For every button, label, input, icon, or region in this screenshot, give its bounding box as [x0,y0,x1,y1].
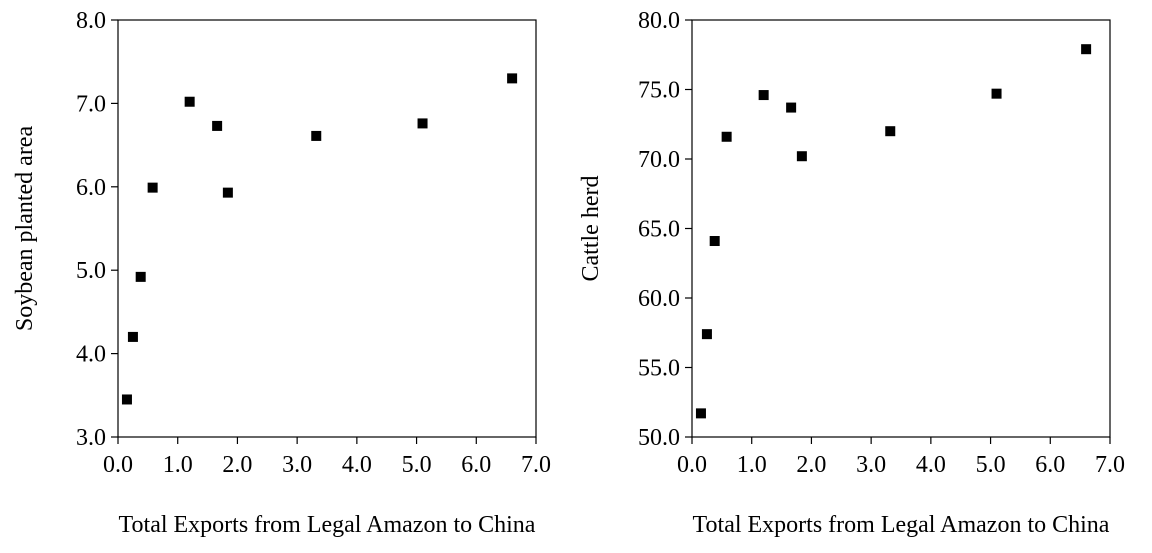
cattle-y-tick-label: 70.0 [638,147,680,173]
cattle-data-point-5 [758,90,769,101]
cattle-data-point-4 [721,131,732,142]
soybean-x-tick-label: 2.0 [222,452,252,478]
soybean-y-tick-label: 3.0 [76,425,106,451]
soybean-y-tick-label: 8.0 [76,8,106,34]
cattle-data-point-1 [695,408,706,419]
soybean-scatter-chart: 0.0 1.0 2.0 3.0 4.0 5.0 6.0 7.0 3.0 4.0 5.0 6.0 7.0 8… [12,8,551,538]
soybean-x-tick-label: 5.0 [402,452,432,478]
cattle-plot-frame [691,19,1111,438]
cattle-x-tick-label: 3.0 [856,452,886,478]
cattle-data-point-2 [701,329,712,340]
cattle-y-axis-label: Cattle herd [578,176,604,282]
soybean-x-tick-label: 6.0 [461,452,491,478]
cattle-x-tick-label: 4.0 [916,452,946,478]
cattle-y-tick-label: 55.0 [638,356,680,382]
soybean-x-tick-label: 0.0 [103,452,133,478]
soybean-data-point-8 [311,130,322,141]
soybean-data-point-1 [121,394,132,405]
cattle-x-axis-label: Total Exports from Legal Amazon to China [693,512,1110,538]
soybean-data-point-3 [135,271,146,282]
cattle-y-tick-label: 75.0 [638,78,680,104]
cattle-data-point-6 [786,102,797,113]
soybean-y-tick-label: 7.0 [76,91,106,117]
soybean-x-tick-label: 1.0 [163,452,193,478]
soybean-data-point-9 [417,118,428,129]
soybean-plot-frame [117,19,537,438]
soybean-x-axis-label: Total Exports from Legal Amazon to China [119,512,536,538]
soybean-data-point-7 [222,187,233,198]
soybean-y-tick-label: 4.0 [76,342,106,368]
cattle-x-tick-label: 6.0 [1035,452,1065,478]
soybean-data-point-4 [147,182,158,193]
soybean-x-tick-label: 4.0 [342,452,372,478]
soybean-data-point-5 [184,96,195,107]
soybean-y-tick-label: 6.0 [76,175,106,201]
soybean-x-tick-label: 7.0 [521,452,551,478]
cattle-x-tick-label: 2.0 [796,452,826,478]
cattle-y-tick-label: 65.0 [638,217,680,243]
cattle-y-tick-label: 50.0 [638,425,680,451]
cattle-x-tick-label: 1.0 [737,452,767,478]
cattle-data-point-7 [796,151,807,162]
soybean-data-point-2 [127,331,138,342]
cattle-y-tick-label: 80.0 [638,8,680,34]
soybean-data-point-10 [507,73,518,84]
cattle-x-tick-label: 5.0 [976,452,1006,478]
cattle-data-point-3 [709,236,720,247]
cattle-data-point-9 [991,88,1002,99]
cattle-data-point-10 [1081,44,1092,55]
soybean-x-tick-label: 3.0 [282,452,312,478]
cattle-y-tick-label: 60.0 [638,286,680,312]
soybean-data-point-6 [212,120,223,131]
cattle-x-tick-label: 0.0 [677,452,707,478]
soybean-y-tick-label: 5.0 [76,258,106,284]
soybean-y-axis-label: Soybean planted area [12,126,38,332]
cattle-scatter-chart: 0.0 1.0 2.0 3.0 4.0 5.0 6.0 7.0 50.0 55.0 60.0 65.0… [578,8,1125,538]
cattle-data-point-8 [885,126,896,137]
cattle-x-tick-label: 7.0 [1095,452,1125,478]
